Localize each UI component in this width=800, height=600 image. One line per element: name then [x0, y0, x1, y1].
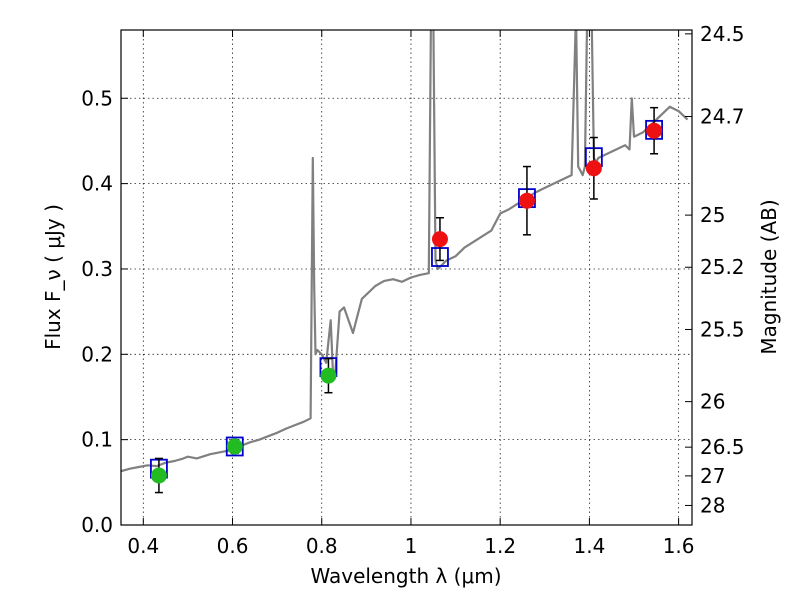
mag-tick-label: 25: [700, 203, 725, 227]
tick-labels-layer: 0.4 0.6 0.8 1 1.2 1.4 1.6 0.0 0.1 0.2 0.3 0.4 0.5 24.…: [81, 22, 744, 558]
grid-lines: [121, 30, 692, 526]
ticks-layer: [121, 30, 692, 526]
data-points-layer: [150, 106, 663, 494]
mag-tick-label: 25.5: [700, 317, 745, 341]
x-tick-label: 1: [405, 534, 418, 558]
mag-tick-label: 25.2: [700, 255, 745, 279]
mag-tick-label: 28: [700, 493, 725, 517]
mag-tick-label: 24.5: [700, 22, 745, 46]
x-tick-label: 0.8: [306, 534, 338, 558]
nir-data-point: [646, 122, 663, 139]
plot-frame: [120, 29, 693, 526]
mag-tick-label: 26.5: [700, 435, 745, 459]
x-tick-label: 0.4: [127, 534, 159, 558]
y-tick-label: 0.5: [81, 86, 113, 110]
mag-tick-label: 27: [700, 464, 725, 488]
spectrum-line: [121, 30, 689, 473]
x-tick-label: 1.2: [484, 534, 516, 558]
x-axis-title: Wavelength λ (μm): [310, 564, 501, 588]
y-tick-label: 0.1: [81, 428, 113, 452]
y-tick-label: 0.0: [81, 513, 113, 537]
nir-data-point: [431, 231, 448, 248]
optical-data-point: [150, 467, 167, 484]
x-tick-label: 0.6: [217, 534, 249, 558]
x-tick-label: 1.6: [663, 534, 695, 558]
nir-data-point: [585, 160, 602, 177]
spectrum-layer: [121, 30, 689, 473]
optical-data-point: [226, 438, 243, 455]
mag-tick-label: 26: [700, 390, 725, 414]
x-tick-label: 1.4: [573, 534, 605, 558]
y-tick-label: 0.2: [81, 342, 113, 366]
y-tick-label: 0.4: [81, 172, 113, 196]
y-tick-label: 0.3: [81, 257, 113, 281]
optical-data-point: [320, 367, 337, 384]
mag-tick-label: 24.7: [700, 104, 745, 128]
y-axis-title: Flux F_ν ( μJy ): [41, 204, 65, 350]
nir-data-point: [518, 192, 535, 209]
right-axis-title: Magnitude (AB): [757, 199, 781, 354]
